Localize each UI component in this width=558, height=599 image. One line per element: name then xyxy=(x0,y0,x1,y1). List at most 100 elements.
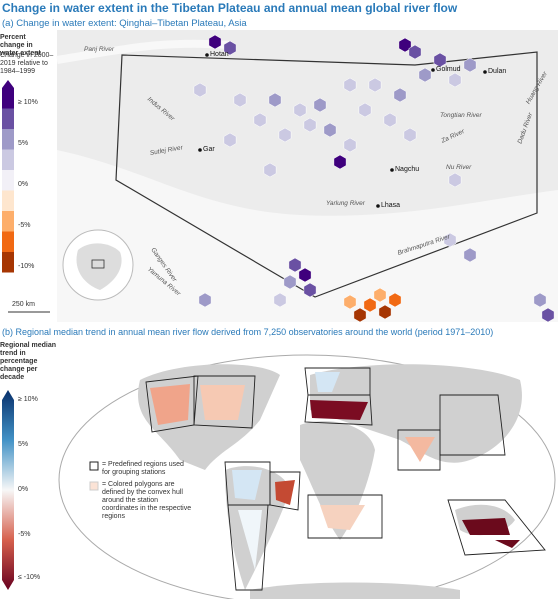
hexagon xyxy=(388,292,402,308)
hexagon xyxy=(208,34,222,50)
city-dot xyxy=(431,68,435,72)
hexagon xyxy=(323,122,337,138)
study-area xyxy=(115,51,538,298)
legend-b-label: 5% xyxy=(18,441,29,448)
inset-box xyxy=(91,259,105,269)
colored-polygons xyxy=(150,372,520,570)
hexagon xyxy=(198,292,212,308)
city-label: Hotan xyxy=(210,51,229,58)
hexagon xyxy=(303,117,317,133)
hexagon xyxy=(343,77,357,93)
note-icon-polygon xyxy=(89,481,99,491)
legend-swatch xyxy=(2,88,14,109)
legend-a-bar xyxy=(2,80,14,273)
hexagon xyxy=(393,87,407,103)
city-label: Gar xyxy=(203,146,215,153)
hexagon xyxy=(303,282,317,298)
legend-a-subtitle: Change in 2000–2019 relative to 1984–199… xyxy=(0,52,54,76)
legend-swatch xyxy=(2,149,14,170)
hexagon xyxy=(268,92,282,108)
note-regions: = Predefined regions used for grouping s… xyxy=(102,461,184,477)
legend-b-label: 0% xyxy=(18,486,29,493)
legend-b-title: Regional median trend in percentage chan… xyxy=(0,342,57,382)
hexagon xyxy=(433,52,447,68)
hexagon xyxy=(463,57,477,73)
subtitle-b: (b) Regional median trend in annual mean… xyxy=(2,327,494,337)
hexagon xyxy=(383,112,397,128)
hexagon xyxy=(443,232,457,248)
legend-swatch xyxy=(2,231,14,252)
legend-b-label: ≤ -10% xyxy=(18,574,41,581)
hexagon xyxy=(398,37,412,53)
legend-a-label: -10% xyxy=(18,263,35,270)
eurasia xyxy=(310,364,522,463)
city-label: Lhasa xyxy=(381,202,401,209)
title: Change in water extent in the Tibetan Pl… xyxy=(2,1,458,15)
antarctica xyxy=(250,582,460,599)
city-label: Dulan xyxy=(488,68,507,75)
city-dot xyxy=(390,168,394,172)
hexagon xyxy=(263,162,277,178)
river-label: Nu River xyxy=(446,164,472,171)
hexagon xyxy=(363,297,377,313)
legend-a-label: 5% xyxy=(18,140,29,147)
legend-swatch xyxy=(2,129,14,150)
legend-swatch xyxy=(2,252,14,273)
legend-swatch xyxy=(2,211,14,232)
hexagon xyxy=(288,257,302,273)
hexagon xyxy=(448,172,462,188)
scale-label: 250 km xyxy=(12,301,35,308)
hexagon xyxy=(378,304,392,320)
legend-b-label: ≥ 10% xyxy=(18,396,38,403)
legend-a-label: -5% xyxy=(18,222,31,229)
hexagon xyxy=(283,274,297,290)
city-label: Nagchu xyxy=(395,166,420,173)
note-icon-region xyxy=(89,461,99,471)
river-label: Yarlung River xyxy=(326,200,365,207)
hexagon xyxy=(533,292,547,308)
hexagon xyxy=(373,287,387,303)
inset-land xyxy=(76,243,122,290)
hexagon xyxy=(358,102,372,118)
hexagon xyxy=(343,137,357,153)
region-boxes xyxy=(145,367,546,591)
legend-a-label: 0% xyxy=(18,181,29,188)
lowland xyxy=(57,150,558,322)
hexagon xyxy=(223,132,237,148)
hexagon xyxy=(418,67,432,83)
hexagon xyxy=(253,112,267,128)
hexagon xyxy=(403,127,417,143)
city-dot xyxy=(198,148,202,152)
hexagon xyxy=(448,72,462,88)
hexagon xyxy=(233,92,247,108)
river-label: Panj River xyxy=(84,46,114,53)
legend-swatch xyxy=(2,190,14,211)
hexagon xyxy=(193,82,207,98)
hexagon xyxy=(541,307,555,323)
legend-swatch xyxy=(2,108,14,129)
hexagon xyxy=(353,307,367,323)
hexagon xyxy=(273,292,287,308)
legend-swatch xyxy=(2,170,14,191)
hexagon xyxy=(223,40,237,56)
city-dot xyxy=(483,70,487,74)
hexagon xyxy=(368,77,382,93)
terrain xyxy=(56,39,231,64)
legend-a-label: ≥ 10% xyxy=(18,99,38,106)
legend-arrow xyxy=(2,80,14,88)
hexagon xyxy=(408,44,422,60)
hexagon xyxy=(343,294,357,310)
hexagon-layer xyxy=(193,34,555,323)
legend-b-bar xyxy=(2,390,14,590)
city-label: Golmud xyxy=(436,66,461,73)
subtitle-a: (a) Change in water extent: Qinghai–Tibe… xyxy=(2,18,247,29)
hexagon xyxy=(298,267,312,283)
legend-b-label: -5% xyxy=(18,531,31,538)
city-dot xyxy=(205,53,209,57)
hexagon xyxy=(278,127,292,143)
river-label: Tongtian River xyxy=(440,112,482,119)
hexagon xyxy=(293,102,307,118)
hexagon xyxy=(463,247,477,263)
